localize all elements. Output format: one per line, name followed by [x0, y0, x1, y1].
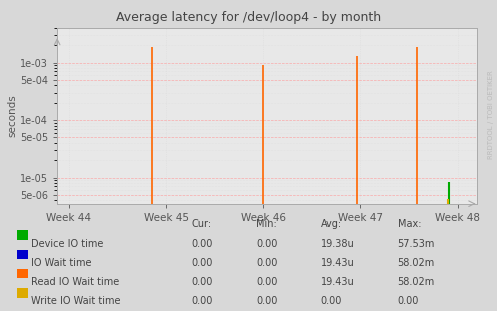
Text: Read IO Wait time: Read IO Wait time	[31, 277, 119, 287]
Text: 19.43u: 19.43u	[321, 277, 354, 287]
Text: 19.43u: 19.43u	[321, 258, 354, 268]
Y-axis label: seconds: seconds	[7, 95, 17, 137]
Text: 0.00: 0.00	[191, 296, 213, 306]
Text: 0.00: 0.00	[398, 296, 419, 306]
Text: Device IO time: Device IO time	[31, 239, 103, 248]
Text: 0.00: 0.00	[256, 277, 277, 287]
Text: 0.00: 0.00	[256, 258, 277, 268]
Text: 0.00: 0.00	[191, 277, 213, 287]
Text: RRDTOOL / TOBI OETIKER: RRDTOOL / TOBI OETIKER	[488, 71, 494, 160]
Text: 19.38u: 19.38u	[321, 239, 354, 248]
Text: 0.00: 0.00	[191, 258, 213, 268]
Text: 0.00: 0.00	[256, 239, 277, 248]
Text: 0.00: 0.00	[191, 239, 213, 248]
Text: IO Wait time: IO Wait time	[31, 258, 91, 268]
Text: Max:: Max:	[398, 219, 421, 229]
Text: Write IO Wait time: Write IO Wait time	[31, 296, 120, 306]
Text: 58.02m: 58.02m	[398, 277, 435, 287]
Text: Average latency for /dev/loop4 - by month: Average latency for /dev/loop4 - by mont…	[116, 11, 381, 24]
Text: 0.00: 0.00	[321, 296, 342, 306]
Text: Avg:: Avg:	[321, 219, 342, 229]
Text: Min:: Min:	[256, 219, 277, 229]
Text: 57.53m: 57.53m	[398, 239, 435, 248]
Text: 0.00: 0.00	[256, 296, 277, 306]
Text: 58.02m: 58.02m	[398, 258, 435, 268]
Text: Cur:: Cur:	[191, 219, 211, 229]
